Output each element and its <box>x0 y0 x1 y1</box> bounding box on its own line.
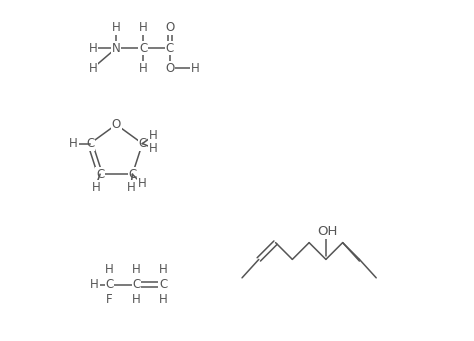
Text: O: O <box>111 118 121 131</box>
Text: C: C <box>105 278 114 291</box>
Text: H: H <box>92 180 100 194</box>
Text: N: N <box>112 42 120 55</box>
Text: C: C <box>132 278 140 291</box>
Text: H: H <box>149 142 158 155</box>
Text: C: C <box>86 137 94 150</box>
Text: C: C <box>139 42 147 55</box>
Text: C: C <box>128 168 137 181</box>
Text: H: H <box>139 62 147 75</box>
Text: C: C <box>96 168 104 181</box>
Text: H: H <box>132 293 141 306</box>
Text: H: H <box>69 137 78 150</box>
Text: O: O <box>165 62 174 75</box>
Text: H: H <box>139 21 147 34</box>
Text: C: C <box>166 42 174 55</box>
Text: H: H <box>127 180 136 194</box>
Text: H: H <box>159 263 168 276</box>
Text: H: H <box>88 42 97 55</box>
Text: H: H <box>159 293 168 306</box>
Text: OH: OH <box>318 225 338 238</box>
Text: H: H <box>105 263 114 276</box>
Text: F: F <box>106 293 113 306</box>
Text: H: H <box>88 62 97 75</box>
Text: H: H <box>191 62 200 75</box>
Text: H: H <box>137 177 146 190</box>
Text: C: C <box>138 137 146 150</box>
Text: O: O <box>165 21 174 34</box>
Text: H: H <box>112 21 120 34</box>
Text: H: H <box>132 263 141 276</box>
Text: H: H <box>149 129 158 143</box>
Text: H: H <box>90 278 99 291</box>
Text: C: C <box>159 278 167 291</box>
